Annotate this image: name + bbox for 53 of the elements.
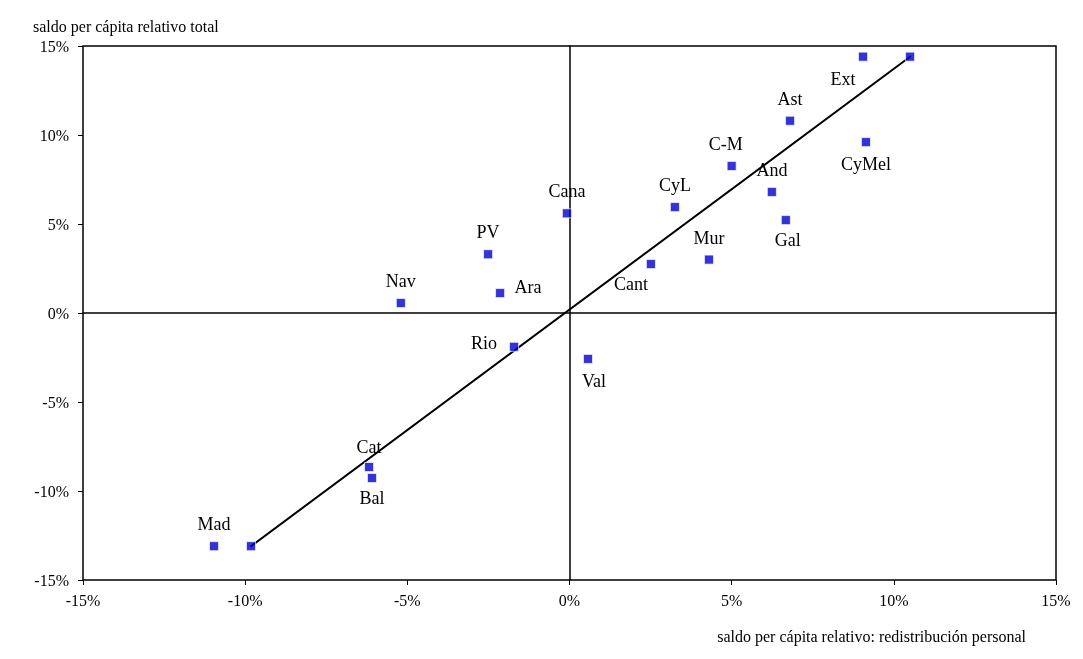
point	[905, 51, 915, 62]
y-tick-label: 0%	[47, 304, 69, 322]
point	[861, 137, 871, 148]
x-tick-label: 5%	[721, 591, 743, 609]
point	[858, 51, 868, 62]
point	[583, 354, 593, 364]
point	[726, 161, 737, 171]
annotation: Ext	[830, 68, 856, 89]
annotation: Bal	[359, 488, 385, 509]
annotation: Nav	[385, 271, 416, 292]
point	[395, 298, 406, 308]
point	[670, 202, 680, 212]
annotation: Cat	[356, 436, 382, 457]
y-tick-label: 5%	[47, 215, 69, 233]
x-tick-label: -10%	[227, 591, 263, 609]
annotation: Mad	[197, 514, 231, 535]
point	[246, 541, 256, 552]
point	[509, 341, 519, 352]
point	[766, 187, 777, 197]
point	[209, 541, 219, 552]
y-tick-label: -5%	[42, 393, 69, 411]
y-tick-label: 10%	[39, 126, 69, 144]
annotation: Val	[581, 370, 606, 391]
annotation: CyL	[658, 175, 691, 196]
point	[780, 215, 791, 225]
x-tick-label: -5%	[394, 591, 421, 609]
annotation: C-M	[708, 133, 743, 154]
y-axis-title: saldo per cápita relativo total	[33, 17, 220, 36]
annotation: CyMel	[840, 154, 891, 175]
point	[495, 288, 505, 298]
point	[704, 254, 714, 265]
annotation: Mur	[693, 227, 725, 248]
annotation: And	[756, 159, 788, 180]
point	[646, 259, 656, 269]
x-tick-label: 15%	[1041, 591, 1071, 609]
annotation: PV	[476, 222, 500, 243]
point	[367, 473, 377, 483]
annotation: Ast	[777, 88, 803, 109]
y-tick-label: -15%	[34, 571, 69, 589]
point	[562, 208, 572, 219]
y-tick-label: -10%	[34, 482, 69, 500]
y-tick-label: 15%	[39, 37, 69, 55]
point	[364, 462, 374, 472]
annotation: Cant	[613, 274, 648, 295]
x-tick-label: 10%	[879, 591, 909, 609]
annotation: Rio	[471, 332, 498, 353]
x-tick-label: -15%	[65, 591, 101, 609]
x-tick-label: 0%	[558, 591, 581, 609]
annotation: Ara	[514, 277, 542, 298]
point	[483, 249, 493, 260]
point	[785, 115, 795, 126]
annotation: Gal	[774, 230, 801, 251]
x-axis-title: saldo per cápita relativo: redistribución personal	[717, 627, 1027, 646]
